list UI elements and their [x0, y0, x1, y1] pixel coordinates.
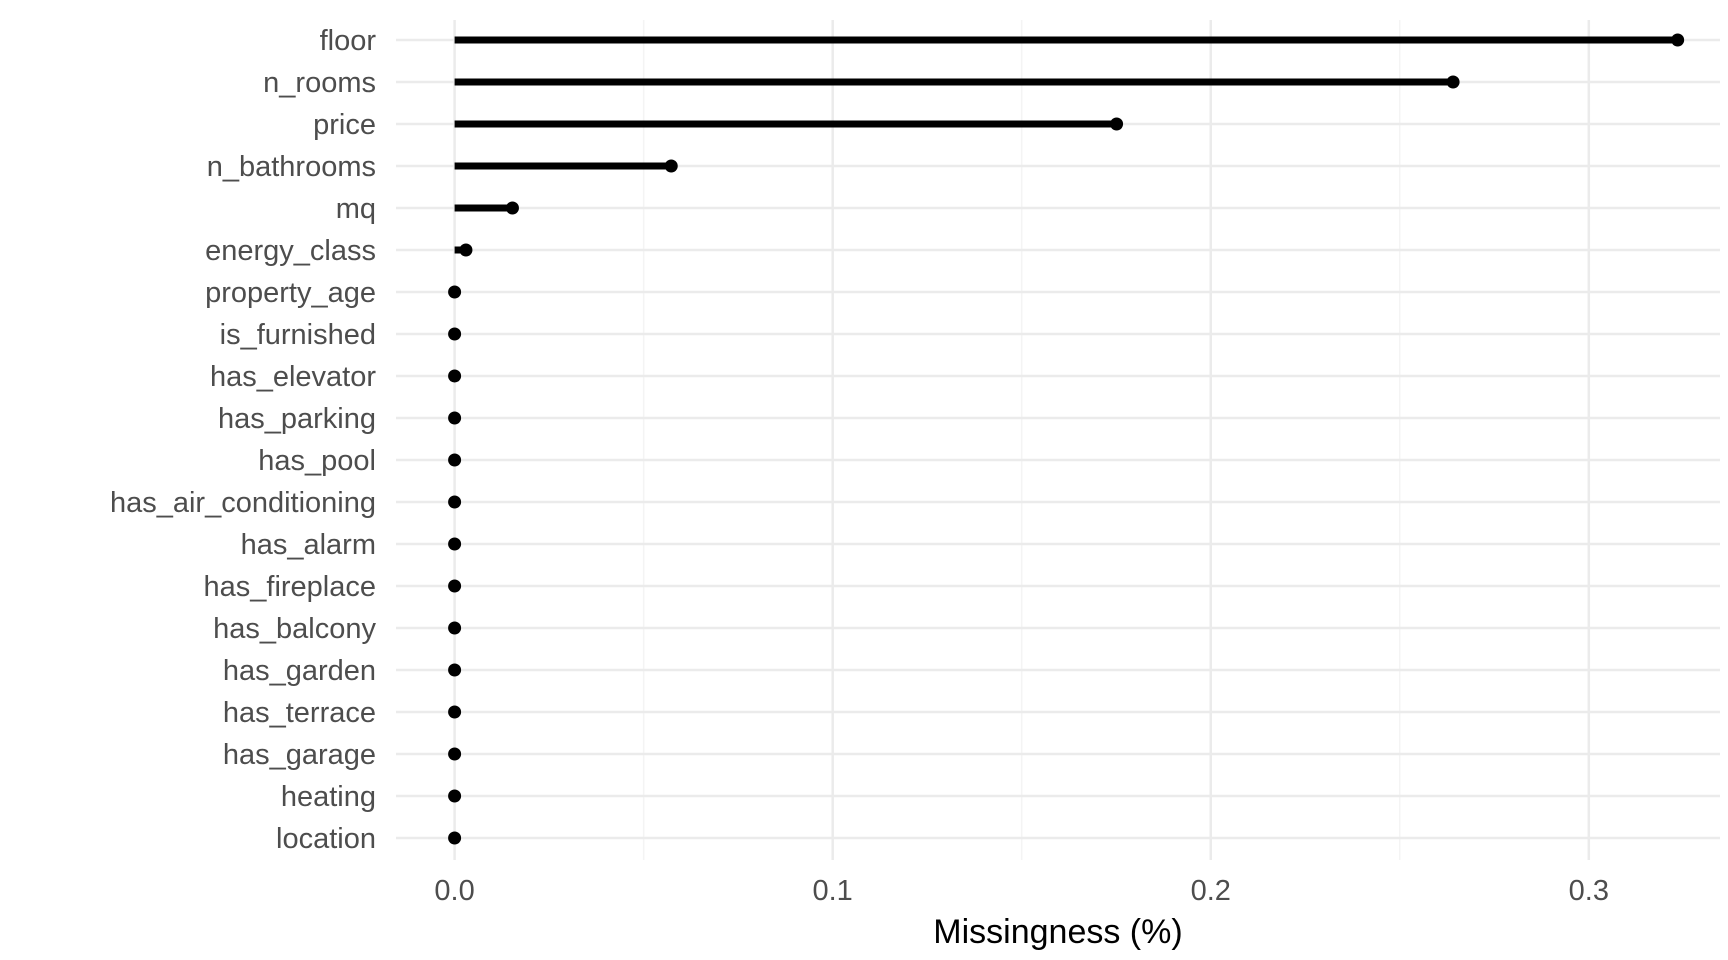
lollipop-point-location	[448, 831, 462, 845]
lollipop-point-has_elevator	[448, 369, 462, 383]
y-tick-label-floor: floor	[320, 25, 377, 57]
lollipop-point-n_rooms	[1446, 75, 1460, 89]
lollipop-marks	[448, 33, 1685, 845]
y-tick-label-is_furnished: is_furnished	[220, 319, 376, 351]
lollipop-point-has_fireplace	[448, 579, 462, 593]
y-tick-label-has_garage: has_garage	[223, 739, 376, 771]
lollipop-point-has_garden	[448, 663, 462, 677]
lollipop-point-floor	[1671, 33, 1685, 47]
y-tick-label-has_pool: has_pool	[258, 445, 376, 477]
lollipop-point-has_pool	[448, 453, 462, 467]
y-tick-label-has_fireplace: has_fireplace	[204, 571, 377, 603]
lollipop-point-price	[1110, 117, 1124, 131]
y-tick-label-price: price	[313, 109, 376, 141]
y-tick-label-location: location	[276, 823, 376, 855]
y-tick-label-has_parking: has_parking	[218, 403, 376, 435]
y-tick-label-has_balcony: has_balcony	[213, 613, 376, 645]
lollipop-point-property_age	[448, 285, 462, 299]
lollipop-point-has_air_conditioning	[448, 495, 462, 509]
x-tick-labels: 0.0 0.1 0.2 0.3	[434, 875, 1609, 907]
y-tick-label-has_garden: has_garden	[223, 655, 376, 687]
lollipop-point-has_balcony	[448, 621, 462, 635]
lollipop-point-n_bathrooms	[664, 159, 678, 173]
lollipop-point-has_parking	[448, 411, 462, 425]
y-tick-label-heating: heating	[281, 781, 376, 813]
y-tick-label-has_terrace: has_terrace	[223, 697, 376, 729]
x-tick-label: 0.0	[434, 875, 474, 907]
lollipop-point-mq	[505, 201, 519, 215]
y-tick-label-has_air_conditioning: has_air_conditioning	[110, 487, 376, 519]
lollipop-point-heating	[448, 789, 462, 803]
x-tick-label: 0.1	[813, 875, 853, 907]
lollipop-point-is_furnished	[448, 327, 462, 341]
y-tick-label-has_elevator: has_elevator	[210, 361, 376, 393]
lollipop-point-energy_class	[459, 243, 473, 257]
lollipop-point-has_alarm	[448, 537, 462, 551]
lollipop-point-has_terrace	[448, 705, 462, 719]
y-tick-label-has_alarm: has_alarm	[241, 529, 376, 561]
y-tick-label-n_bathrooms: n_bathrooms	[207, 151, 376, 183]
x-axis-title: Missingness (%)	[933, 913, 1182, 951]
lollipop-point-has_garage	[448, 747, 462, 761]
grid-lines	[396, 20, 1720, 860]
y-tick-label-mq: mq	[336, 193, 376, 225]
x-tick-label: 0.3	[1569, 875, 1609, 907]
y-tick-label-n_rooms: n_rooms	[263, 67, 376, 99]
y-tick-label-property_age: property_age	[205, 277, 376, 309]
y-tick-label-energy_class: energy_class	[205, 235, 376, 267]
x-tick-label: 0.2	[1191, 875, 1231, 907]
